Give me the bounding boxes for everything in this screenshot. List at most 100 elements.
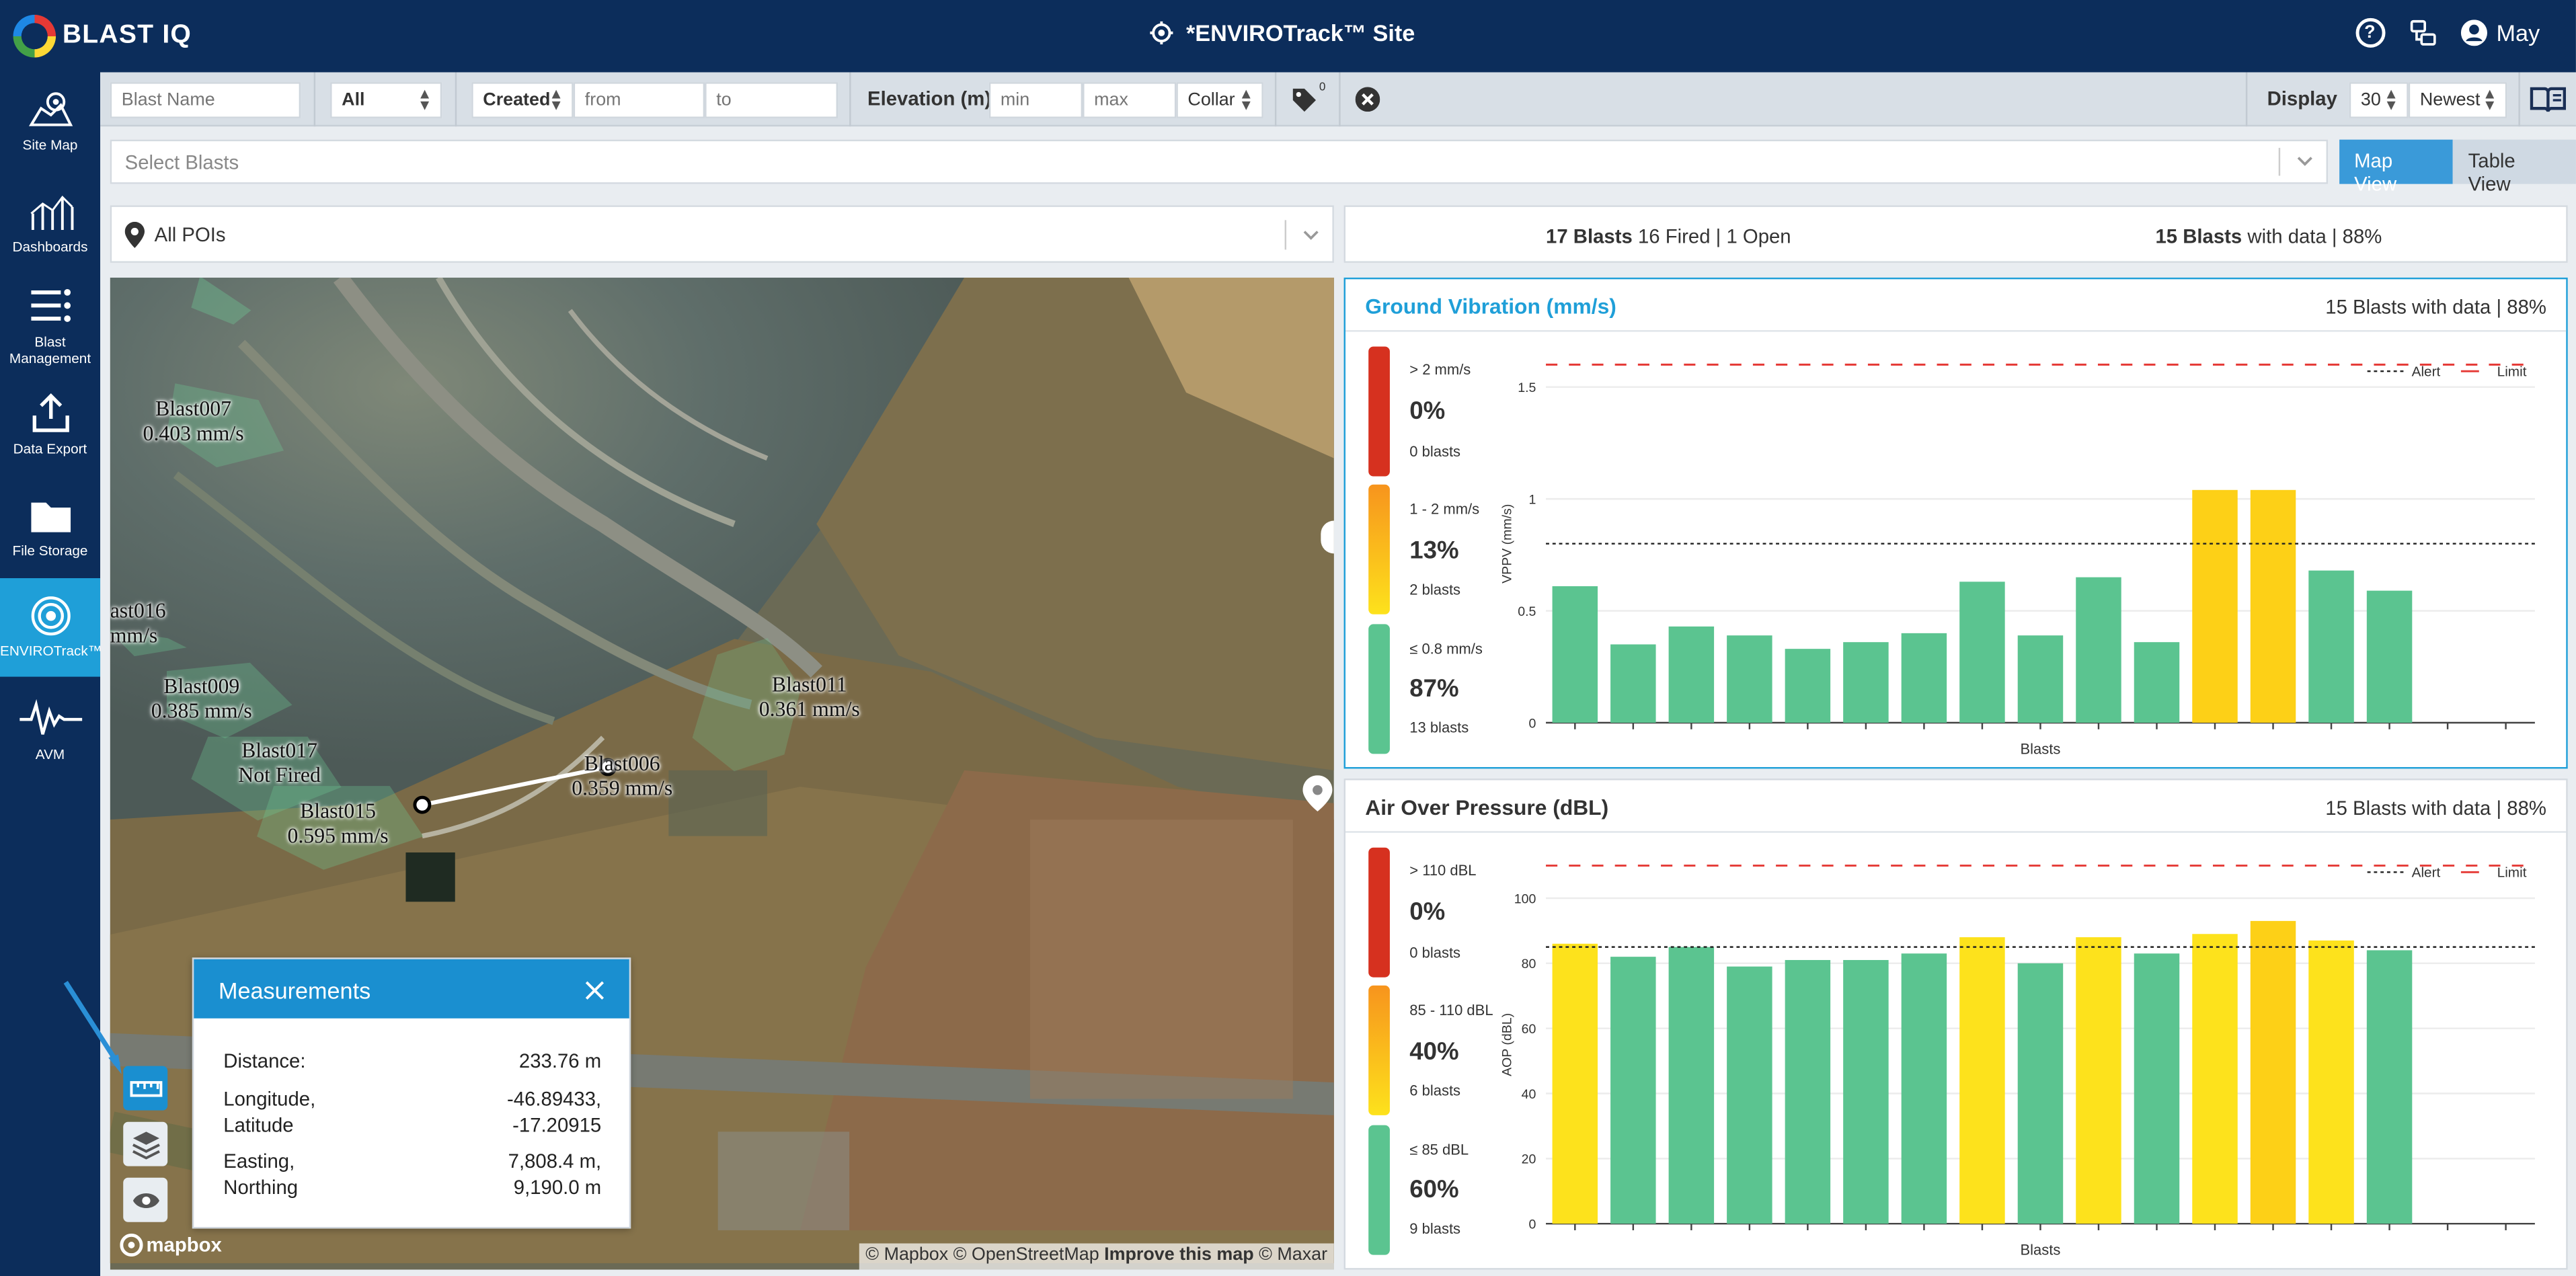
chart-subtitle: 15 Blasts with data | 88% (2325, 295, 2546, 319)
blastiq-logo[interactable]: BLAST IQ (13, 13, 192, 59)
chart-bar (2366, 590, 2413, 723)
date-from-input[interactable] (573, 82, 705, 118)
legend-limit-label: Limit (2497, 865, 2527, 881)
legend-alert-label: Alert (2412, 364, 2441, 379)
help-icon[interactable]: ? (2355, 17, 2385, 48)
blast-label[interactable]: ast016 mm/s (110, 598, 166, 647)
sidebar-item-label: Site Map (22, 136, 78, 153)
pointer-arrow (63, 981, 122, 1074)
sidebar-item-site-map[interactable]: Site Map (0, 89, 100, 174)
blast-label[interactable]: Blast009 0.385 mm/s (151, 674, 252, 723)
improve-map-link[interactable]: Improve this map (1104, 1244, 1254, 1265)
band-range: > 2 mm/s (1409, 361, 1471, 378)
y-tick-label: 0 (1529, 1218, 1536, 1232)
y-tick-label: 0 (1529, 716, 1536, 731)
display-count-select[interactable]: 30 ▲ ▼ (2349, 82, 2409, 118)
elevation-max-input[interactable] (1083, 82, 1177, 118)
measure-tool-button[interactable] (123, 1066, 168, 1111)
y-axis-label: AOP (dBL) (1500, 1013, 1515, 1076)
y-tick-label: 1.5 (1518, 381, 1536, 395)
date-type-select-value: Created (483, 90, 551, 110)
map-pin-icon (124, 221, 145, 248)
blast-summary: 17 Blasts 16 Fired | 1 Open 15 Blasts wi… (1343, 205, 2568, 263)
user-menu[interactable]: May (2460, 19, 2540, 46)
close-icon[interactable] (585, 981, 604, 1000)
select-blasts-placeholder: Select Blasts (124, 151, 239, 174)
visibility-button[interactable] (123, 1177, 168, 1222)
band-percent: 13% (1409, 536, 1459, 565)
sidebar-item-avm[interactable]: AVM (0, 698, 100, 783)
map-view-button[interactable]: Map View (2339, 139, 2454, 196)
sidebar-item-label: Blast Management (9, 333, 91, 366)
clear-filters-icon[interactable] (1355, 87, 1380, 112)
ruler-icon (129, 1080, 162, 1096)
chart-bar (1843, 959, 1889, 1224)
with-data-count: 15 Blasts (2155, 225, 2242, 248)
filter-bar: All▲▼ Created▲▼ Elevation (m) Collar▲▼ 0… (100, 72, 2576, 127)
data-export-icon (32, 393, 69, 432)
map-imagery (110, 277, 1334, 1270)
attribution-text[interactable]: © Mapbox © OpenStreetMap (865, 1244, 1099, 1265)
blast-label[interactable]: Blast011 0.361 mm/s (759, 672, 860, 721)
blast-label-value: 0.359 mm/s (572, 775, 673, 800)
blast-label-name: ast016 (110, 598, 166, 623)
chart-bar (1785, 959, 1831, 1224)
logo-ring-icon (13, 14, 56, 58)
blast-status: 16 Fired | 1 Open (1637, 225, 1791, 248)
blast-label[interactable]: Blast015 0.595 mm/s (288, 798, 389, 847)
site-selector[interactable]: *ENVIROTrack™ Site (1150, 19, 1415, 46)
blast-label-value: mm/s (110, 622, 158, 647)
blast-label-value: 0.403 mm/s (143, 420, 244, 446)
mapbox-logo-icon (120, 1233, 143, 1257)
support-icon[interactable] (2408, 18, 2437, 48)
guide-book-icon[interactable] (2530, 87, 2567, 113)
map-pin-icon[interactable] (1302, 775, 1333, 811)
band-percent: 0% (1409, 397, 1446, 426)
folder-icon (30, 502, 70, 532)
map-collapse-handle[interactable] (1321, 520, 1334, 554)
date-type-select[interactable]: Created ▲ ▼ (471, 82, 574, 118)
mapbox-logo: mapbox (120, 1233, 222, 1257)
select-caret-icon: ▲ ▼ (417, 85, 432, 114)
blast-label-name: Blast006 (584, 750, 660, 776)
select-caret-icon: ▲ ▼ (549, 85, 564, 114)
layers-button[interactable] (123, 1121, 168, 1166)
sidebar-item-data-export[interactable]: Data Export (0, 393, 100, 478)
chart-bar (2017, 963, 2064, 1224)
table-view-button[interactable]: Table View (2453, 139, 2576, 196)
blast-label[interactable]: Blast017 Not Fired (238, 737, 321, 787)
blast-label-value: 0.361 mm/s (758, 696, 860, 721)
y-tick-label: 60 (1522, 1022, 1536, 1037)
date-to-input[interactable] (705, 82, 838, 118)
blast-label[interactable]: Blast006 0.359 mm/s (572, 751, 672, 800)
top-bar: BLAST IQ *ENVIROTrack™ Site ? May (0, 0, 2576, 73)
elevation-ref-select[interactable]: Collar ▲ ▼ (1176, 82, 1263, 118)
sort-value: Newest (2419, 90, 2481, 110)
waveform-icon (19, 699, 81, 735)
sidebar-item-file-storage[interactable]: File Storage (0, 494, 100, 580)
air-over-pressure-chart: 0 20 40 60 80 100 Blasts AOP (dBL) Alert Limit (1500, 865, 2535, 1259)
measurement-label: Easting, (223, 1150, 295, 1173)
band-count: 6 blasts (1409, 1082, 1461, 1099)
chevron-down-icon (1303, 231, 1319, 240)
select-blasts-dropdown[interactable]: Select Blasts (110, 139, 2329, 184)
chart-bar (2308, 940, 2354, 1224)
legend-band-yellow (1368, 484, 1390, 614)
panel-header: Ground Vibration (mm/s) 15 Blasts with d… (1345, 279, 2567, 332)
top-right-controls: ? May (2355, 17, 2540, 48)
satellite-map[interactable]: Blast007 0.403 mm/s ast016 mm/s Blast009 0.… (110, 277, 1334, 1270)
blast-name-input[interactable] (110, 82, 301, 118)
sort-select[interactable]: Newest ▲ ▼ (2408, 82, 2507, 118)
legend-band-red (1368, 847, 1390, 978)
blast-label[interactable]: Blast007 0.403 mm/s (143, 396, 244, 445)
sidebar-item-envirotrack[interactable]: ENVIROTrack™ (0, 578, 102, 677)
tag-filter-button[interactable]: 0 (1291, 82, 1327, 115)
attribution-maxar[interactable]: © Maxar (1259, 1244, 1328, 1265)
sidebar-item-dashboards[interactable]: Dashboards (0, 190, 100, 276)
status-select[interactable]: All ▲ ▼ (330, 82, 442, 118)
poi-selector[interactable]: All POIs (110, 205, 1334, 263)
sidebar-item-blast-management[interactable]: Blast Management (0, 286, 100, 368)
distance-row: Distance: 233.76 m (223, 1049, 601, 1072)
ground-vibration-chart: 0 0.5 1 1.5 Blasts VPPV (mm/s) Alert Limit (1500, 363, 2535, 757)
elevation-min-input[interactable] (988, 82, 1083, 118)
